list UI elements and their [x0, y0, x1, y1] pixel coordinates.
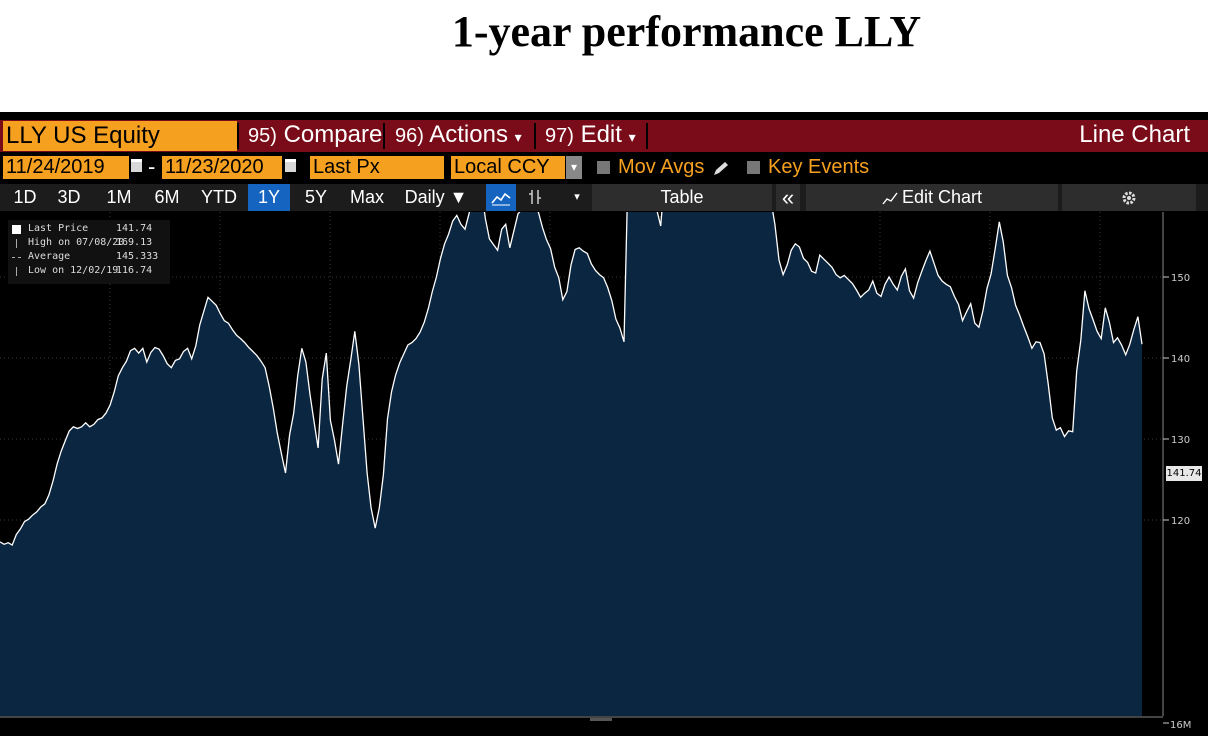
range-toolbar: 1D 3D 1M 6M YTD 1Y 5Y Max Daily ▼ ▾ Tabl… [0, 184, 1208, 211]
edit-chart-icon [882, 192, 898, 205]
legend-average: Average 145.333 [8, 251, 170, 265]
volume-strip [0, 716, 1168, 736]
actions-button[interactable]: 96) Actions ▾ [395, 120, 522, 152]
start-date-field[interactable]: 11/24/2019 [3, 156, 129, 179]
edit-number: 97) [545, 125, 574, 147]
low-marker-icon [16, 267, 17, 276]
legend-value: 116.74 [116, 265, 153, 276]
scroll-handle [590, 718, 612, 721]
legend-key: Low on 12/02/19 [28, 265, 119, 276]
mov-avgs-label[interactable]: Mov Avgs [618, 156, 705, 178]
actions-label: Actions [429, 121, 508, 148]
volume-label: 16M [1170, 720, 1191, 731]
legend-key: High on 07/08/20 [28, 237, 125, 248]
gear-icon[interactable] [1062, 184, 1196, 211]
legend-high: High on 07/08/20 169.13 [8, 237, 170, 251]
legend-value: 145.333 [116, 251, 159, 262]
page-title: 1-year performance LLY [451, 7, 922, 56]
price-field-select[interactable]: Last Px [310, 156, 444, 179]
end-date-field[interactable]: 11/23/2020 [162, 156, 282, 179]
range-tab-6m[interactable]: 6M [154, 187, 180, 207]
edit-label: Edit [580, 121, 622, 148]
edit-chart-button[interactable]: Edit Chart [806, 184, 1058, 211]
bar-chart-icon[interactable] [522, 184, 548, 211]
ticker-field[interactable]: LLY US Equity [3, 121, 237, 151]
range-tab-1d[interactable]: 1D [13, 187, 37, 207]
y-tick-label: 130 [1171, 435, 1190, 446]
compare-button[interactable]: 95) Compare [248, 120, 382, 152]
bloomberg-terminal-panel: LLY US Equity 95) Compare 96) Actions ▾ … [0, 112, 1208, 736]
line-chart-icon[interactable] [486, 184, 516, 211]
range-tab-5y[interactable]: 5Y [304, 187, 328, 207]
range-tab-max[interactable]: Max [349, 187, 384, 207]
range-tab-3d[interactable]: 3D [57, 187, 81, 207]
legend-key: Last Price [28, 223, 89, 234]
y-tick-label: 140 [1171, 354, 1190, 365]
y-axis: 120130140150160170 [1163, 273, 1190, 527]
last-price-tag: 141.74 [1166, 466, 1202, 481]
parameter-bar: 11/24/2019 - 11/23/2020 Last Px Local CC… [0, 154, 1208, 180]
calendar-icon[interactable] [131, 159, 142, 172]
function-bar: LLY US Equity 95) Compare 96) Actions ▾ … [0, 120, 1208, 152]
pencil-icon[interactable] [712, 161, 730, 177]
legend-value: 141.74 [116, 223, 153, 234]
divider [237, 123, 239, 149]
price-chart[interactable]: 120130140150160170 16M [0, 212, 1208, 736]
key-events-checkbox[interactable] [747, 161, 760, 174]
edit-chart-label: Edit Chart [901, 187, 983, 207]
legend-value: 169.13 [116, 237, 153, 248]
chevron-down-icon[interactable]: ▾ [566, 156, 582, 179]
average-marker-icon [12, 257, 21, 267]
edit-button[interactable]: 97) Edit ▾ [545, 120, 636, 152]
date-separator: - [148, 154, 156, 179]
calendar-icon[interactable] [285, 159, 296, 172]
divider [646, 123, 648, 149]
divider [534, 123, 536, 149]
compare-label: Compare [283, 121, 383, 148]
y-tick-label: 150 [1171, 273, 1190, 284]
y-tick-label: 120 [1171, 516, 1190, 527]
legend-box: Last Price 141.74 High on 07/08/20 169.1… [8, 220, 170, 284]
collapse-icon[interactable]: « [776, 184, 800, 211]
legend-last-price: Last Price 141.74 [8, 223, 170, 237]
key-events-label[interactable]: Key Events [768, 156, 870, 178]
range-tab-1y[interactable]: 1Y [248, 184, 290, 211]
range-tab-ytd[interactable]: YTD [201, 187, 237, 207]
divider [383, 123, 385, 149]
price-line [0, 212, 1143, 547]
table-button[interactable]: Table [592, 184, 772, 211]
actions-number: 96) [395, 125, 424, 147]
compare-number: 95) [248, 125, 277, 147]
legend-swatch [12, 225, 21, 234]
currency-select[interactable]: Local CCY [451, 156, 565, 179]
range-tab-1m[interactable]: 1M [106, 187, 132, 207]
legend-low: Low on 12/02/19 116.74 [8, 265, 170, 279]
frequency-select[interactable]: Daily ▼ [404, 187, 468, 207]
chevron-down-icon: ▾ [628, 129, 636, 145]
mov-avgs-checkbox[interactable] [597, 161, 610, 174]
chart-type-label: Line Chart [1079, 121, 1190, 148]
legend-key: Average [28, 251, 71, 262]
chevron-down-icon: ▾ [514, 129, 522, 145]
price-area [0, 212, 1142, 716]
high-marker-icon [16, 239, 17, 248]
chevron-down-icon[interactable]: ▾ [574, 191, 580, 203]
